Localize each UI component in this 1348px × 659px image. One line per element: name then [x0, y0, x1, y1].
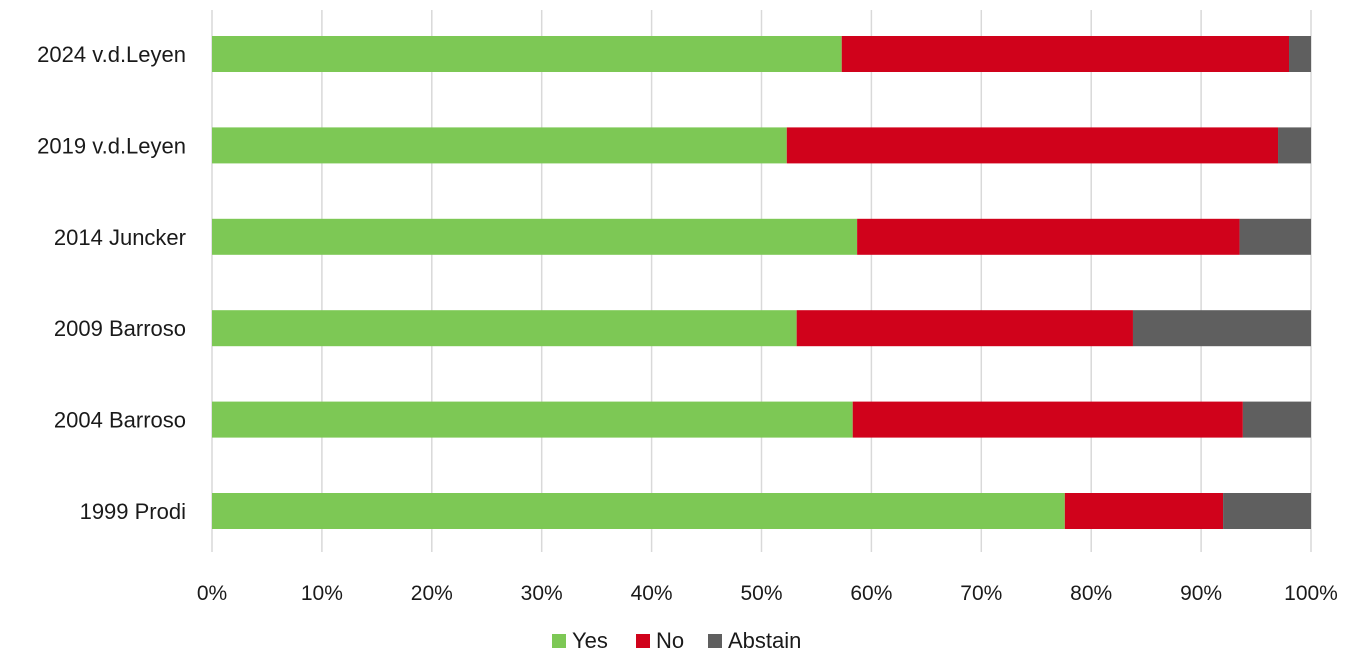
bar-no-4 [852, 401, 1243, 438]
bar-abstain-4 [1242, 401, 1311, 438]
legend-swatch-no [636, 634, 650, 648]
bars [212, 36, 1311, 529]
bar-no-1 [786, 127, 1279, 164]
bar-yes-4 [212, 401, 853, 438]
legend-swatch-yes [552, 634, 566, 648]
legend-swatch-abstain [708, 634, 722, 648]
bar-no-2 [857, 218, 1240, 255]
legend: Yes No Abstain [552, 628, 801, 653]
category-labels: 2024 v.d.Leyen 2019 v.d.Leyen 2014 Juncker… [37, 42, 186, 524]
legend-label-yes: Yes [572, 628, 608, 653]
bar-yes-2 [212, 218, 858, 255]
x-tick-label: 0% [197, 582, 227, 605]
x-tick-label: 40% [631, 582, 673, 605]
bar-abstain-3 [1132, 310, 1311, 347]
category-label: 2019 v.d.Leyen [37, 133, 186, 158]
x-tick-label: 30% [521, 582, 563, 605]
x-tick-label: 100% [1284, 582, 1338, 605]
x-axis-tick-labels: 0% 10% 20% 30% 40% 50% 60% 70% 80% 90% 100% [197, 582, 1338, 605]
bar-no-0 [841, 36, 1290, 72]
category-label: 2009 Barroso [54, 316, 186, 341]
bar-no-3 [796, 310, 1133, 347]
bar-yes-1 [212, 127, 787, 164]
x-tick-label: 90% [1180, 582, 1222, 605]
category-label: 1999 Prodi [80, 499, 186, 524]
category-label: 2004 Barroso [54, 408, 186, 433]
bar-abstain-1 [1278, 127, 1311, 164]
x-tick-label: 50% [740, 582, 782, 605]
category-label: 2014 Juncker [54, 225, 186, 250]
bar-no-5 [1064, 493, 1224, 529]
x-tick-label: 60% [850, 582, 892, 605]
bar-abstain-0 [1289, 36, 1311, 72]
category-label: 2024 v.d.Leyen [37, 42, 186, 67]
x-tick-label: 80% [1070, 582, 1112, 605]
bar-abstain-2 [1239, 218, 1311, 255]
bar-yes-5 [212, 493, 1065, 529]
x-tick-label: 20% [411, 582, 453, 605]
x-tick-label: 70% [960, 582, 1002, 605]
x-tick-label: 10% [301, 582, 343, 605]
bar-abstain-5 [1223, 493, 1311, 529]
bar-yes-3 [212, 310, 797, 347]
legend-label-no: No [656, 628, 684, 653]
bar-yes-0 [212, 36, 842, 72]
gridlines [211, 10, 1312, 552]
legend-label-abstain: Abstain [728, 628, 801, 653]
